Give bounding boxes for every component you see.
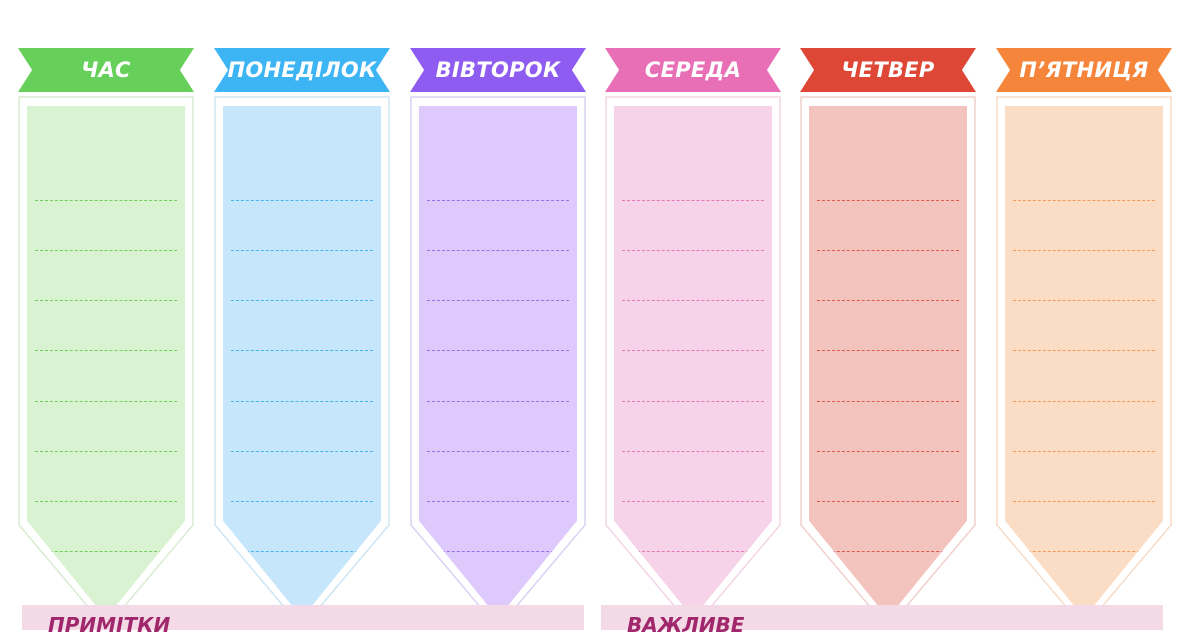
column-body[interactable] <box>614 106 772 618</box>
writing-line <box>231 401 373 402</box>
writing-line <box>622 350 764 351</box>
day-column-4: СЕРЕДА <box>605 48 781 629</box>
writing-line <box>1013 200 1155 201</box>
writing-line <box>1013 350 1155 351</box>
writing-line <box>427 501 569 502</box>
writing-line <box>1013 451 1155 452</box>
writing-line <box>35 300 177 301</box>
writing-line <box>1013 501 1155 502</box>
important-panel[interactable]: ВАЖЛИВЕ <box>601 605 1163 637</box>
writing-line <box>817 501 959 502</box>
writing-line <box>817 451 959 452</box>
day-column-5: ЧЕТВЕР <box>800 48 976 629</box>
writing-line <box>35 401 177 402</box>
column-header-label: СЕРЕДА <box>644 58 742 82</box>
writing-line <box>622 200 764 201</box>
writing-line <box>427 401 569 402</box>
writing-line <box>35 551 177 552</box>
writing-line <box>817 551 959 552</box>
writing-line <box>817 300 959 301</box>
day-column-6: П’ЯТНИЦЯ <box>996 48 1172 629</box>
writing-line <box>427 300 569 301</box>
column-body[interactable] <box>419 106 577 618</box>
writing-line <box>1013 300 1155 301</box>
writing-line <box>35 501 177 502</box>
column-body[interactable] <box>223 106 381 618</box>
writing-line <box>622 250 764 251</box>
writing-line <box>35 200 177 201</box>
column-body[interactable] <box>809 106 967 618</box>
notes-panel[interactable]: ПРИМІТКИ <box>22 605 584 637</box>
writing-line <box>231 250 373 251</box>
column-header-label: ЧЕТВЕР <box>841 58 935 82</box>
column-header-label: ЧАС <box>81 58 131 82</box>
notes-label: ПРИМІТКИ <box>48 613 171 637</box>
writing-line <box>35 451 177 452</box>
writing-line <box>427 200 569 201</box>
writing-line <box>1013 551 1155 552</box>
column-header-label: ПОНЕДІЛОК <box>227 58 377 82</box>
writing-line <box>231 451 373 452</box>
writing-line <box>231 300 373 301</box>
day-column-3: ВІВТОРОК <box>410 48 586 629</box>
writing-line <box>1013 401 1155 402</box>
writing-line <box>231 501 373 502</box>
writing-line <box>1013 250 1155 251</box>
writing-line <box>622 501 764 502</box>
writing-line <box>231 551 373 552</box>
day-column-2: ПОНЕДІЛОК <box>214 48 390 629</box>
column-header-banner: ВІВТОРОК <box>410 48 586 92</box>
writing-line <box>622 401 764 402</box>
writing-line <box>231 200 373 201</box>
column-header-banner: П’ЯТНИЦЯ <box>996 48 1172 92</box>
day-column-1: ЧАС <box>18 48 194 629</box>
writing-line <box>35 250 177 251</box>
column-body[interactable] <box>1005 106 1163 618</box>
writing-line <box>622 451 764 452</box>
writing-line <box>427 250 569 251</box>
writing-line <box>622 300 764 301</box>
writing-line <box>427 350 569 351</box>
writing-line <box>817 250 959 251</box>
column-header-banner: ЧАС <box>18 48 194 92</box>
writing-line <box>817 350 959 351</box>
writing-line <box>231 350 373 351</box>
column-body[interactable] <box>27 106 185 618</box>
writing-line <box>35 350 177 351</box>
writing-line <box>622 551 764 552</box>
column-header-banner: ЧЕТВЕР <box>800 48 976 92</box>
column-header-label: П’ЯТНИЦЯ <box>1019 58 1149 82</box>
column-header-banner: СЕРЕДА <box>605 48 781 92</box>
writing-line <box>817 401 959 402</box>
column-header-label: ВІВТОРОК <box>435 58 561 82</box>
writing-line <box>427 451 569 452</box>
important-label: ВАЖЛИВЕ <box>627 613 745 637</box>
writing-line <box>817 200 959 201</box>
writing-line <box>427 551 569 552</box>
column-header-banner: ПОНЕДІЛОК <box>214 48 390 92</box>
